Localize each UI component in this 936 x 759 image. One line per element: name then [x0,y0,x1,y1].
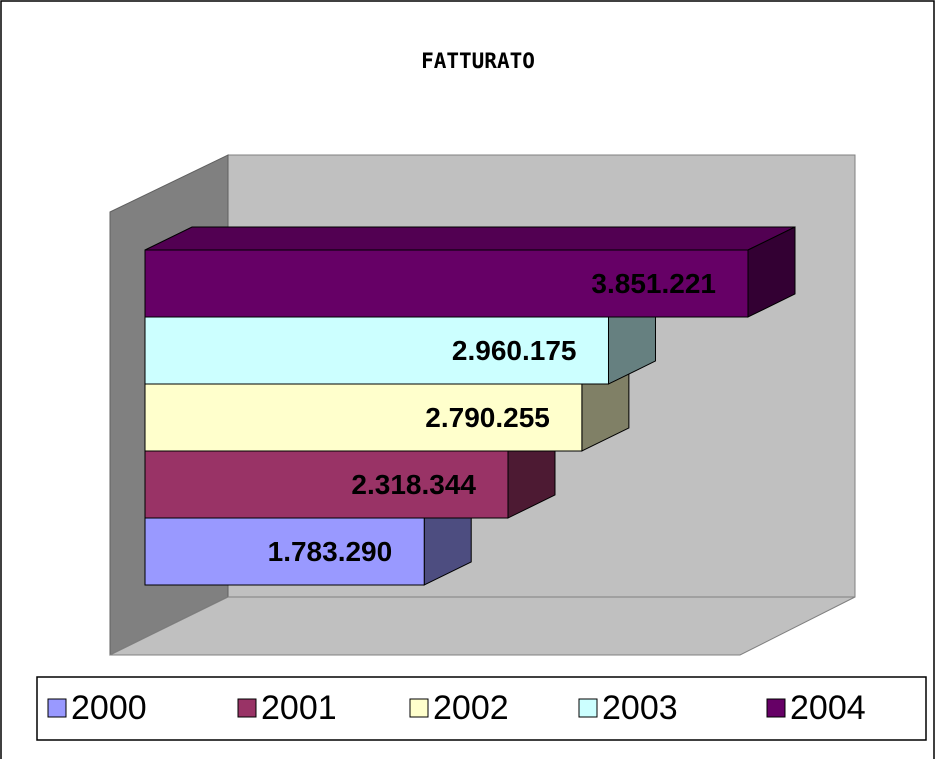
data-label: 3.851.221 [591,268,716,299]
legend-label: 2000 [71,689,147,727]
legend-swatch [47,698,67,718]
data-label: 1.783.290 [268,536,393,567]
data-label: 2.318.344 [351,469,476,500]
bar-front [144,316,609,385]
legend-label: 2001 [261,689,337,727]
legend-items: 2000 2001 2002 2003 2004 [47,689,866,727]
legend-label: 2002 [433,689,509,727]
legend-swatch [237,698,257,718]
legend-swatch [409,698,429,718]
data-label: 2.960.175 [452,335,577,366]
legend-swatch [578,698,598,718]
bar [144,226,796,318]
bar-front [144,450,509,519]
bar-top [144,226,796,251]
legend-label: 2004 [790,689,866,727]
floor [109,596,856,656]
legend-swatch [766,698,786,718]
bar-front [144,249,749,318]
bar-front [144,383,583,452]
bar-front [144,517,425,586]
data-label: 2.790.255 [425,402,550,433]
legend-label: 2003 [602,689,678,727]
chart-title: FATTURATO [421,49,535,73]
bars: 1.783.290 2.318.344 2.790.255 2.960.175 3.85… [144,226,796,586]
